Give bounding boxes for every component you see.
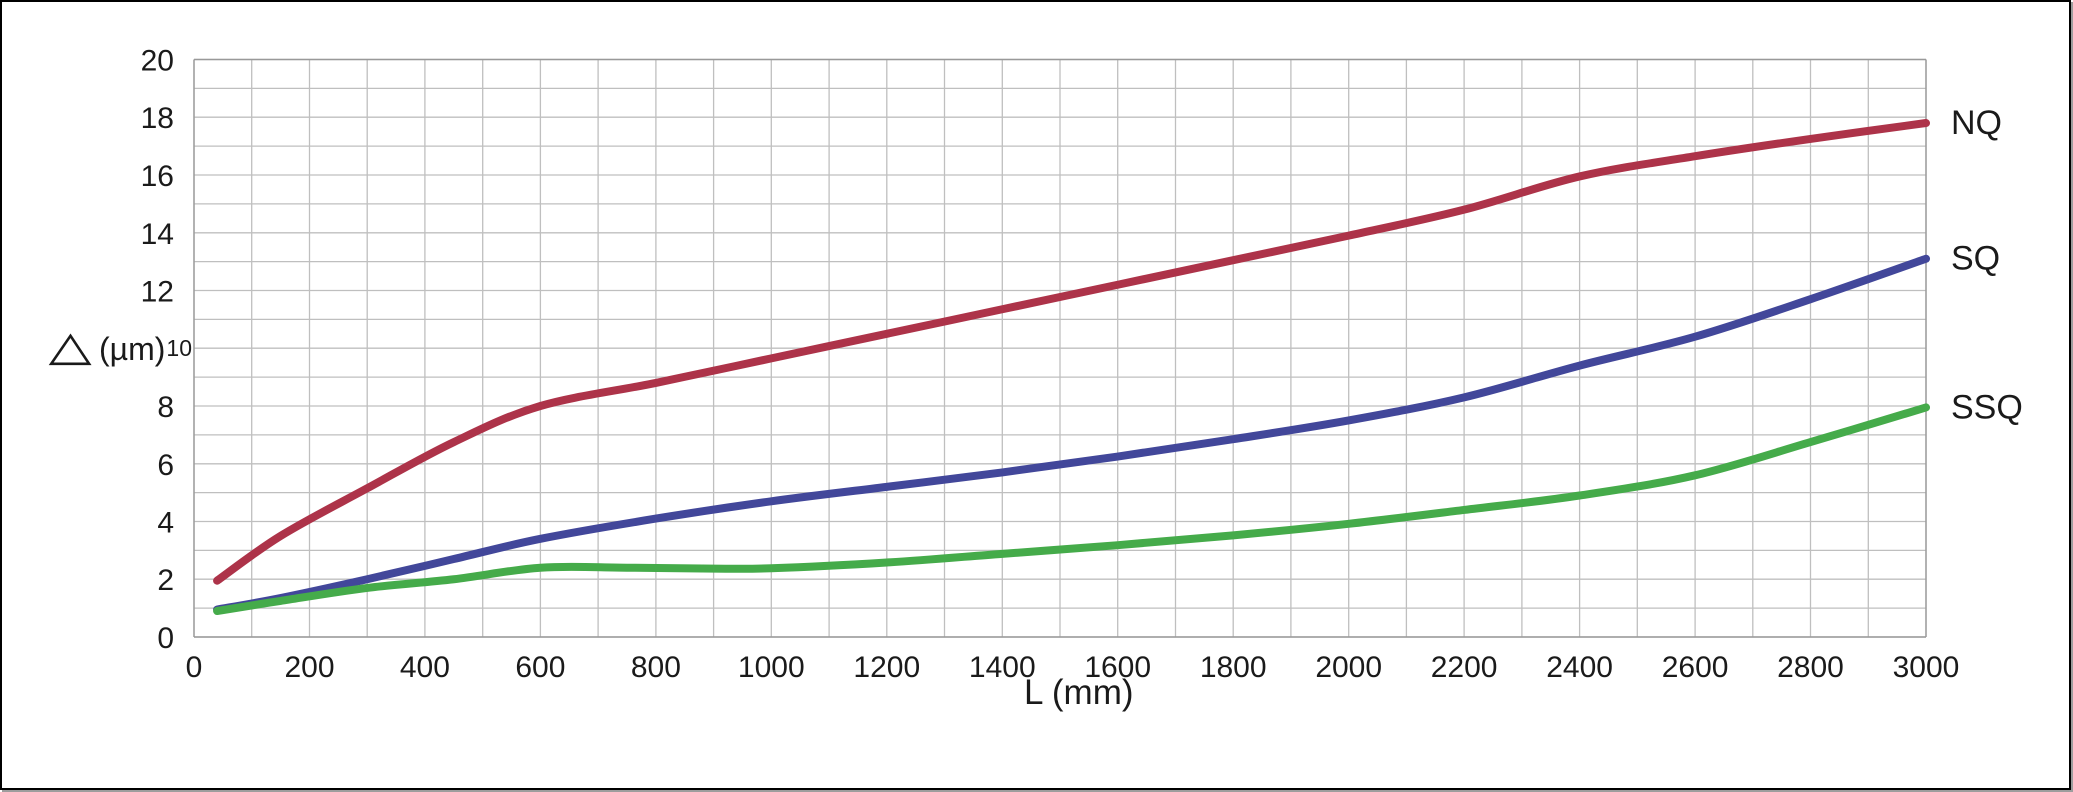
svg-text:18: 18 [141,102,174,135]
svg-text:200: 200 [284,651,334,684]
svg-text:6: 6 [157,449,174,482]
svg-text:2200: 2200 [1431,651,1498,684]
svg-text:1000: 1000 [738,651,805,684]
svg-text:8: 8 [157,391,174,424]
svg-text:SQ: SQ [1951,240,2000,278]
svg-text:0: 0 [186,651,203,684]
svg-text:2600: 2600 [1662,651,1729,684]
svg-text:1200: 1200 [853,651,920,684]
svg-text:L (mm): L (mm) [1024,673,1134,712]
svg-text:400: 400 [400,651,450,684]
svg-text:SSQ: SSQ [1951,388,2023,426]
svg-text:16: 16 [141,160,174,193]
svg-text:2400: 2400 [1546,651,1613,684]
svg-text:600: 600 [515,651,565,684]
svg-text:3000: 3000 [1893,651,1960,684]
svg-text:2000: 2000 [1315,651,1382,684]
svg-text:0: 0 [157,622,174,655]
svg-text:2: 2 [157,564,174,597]
svg-text:NQ: NQ [1951,104,2002,142]
svg-text:4: 4 [157,507,174,540]
svg-text:10: 10 [166,335,192,361]
svg-text:(µm): (µm) [99,331,165,367]
svg-text:12: 12 [141,276,174,309]
svg-text:1800: 1800 [1200,651,1267,684]
svg-text:2800: 2800 [1777,651,1844,684]
svg-text:800: 800 [631,651,681,684]
svg-text:14: 14 [141,218,174,251]
svg-text:20: 20 [141,45,174,78]
